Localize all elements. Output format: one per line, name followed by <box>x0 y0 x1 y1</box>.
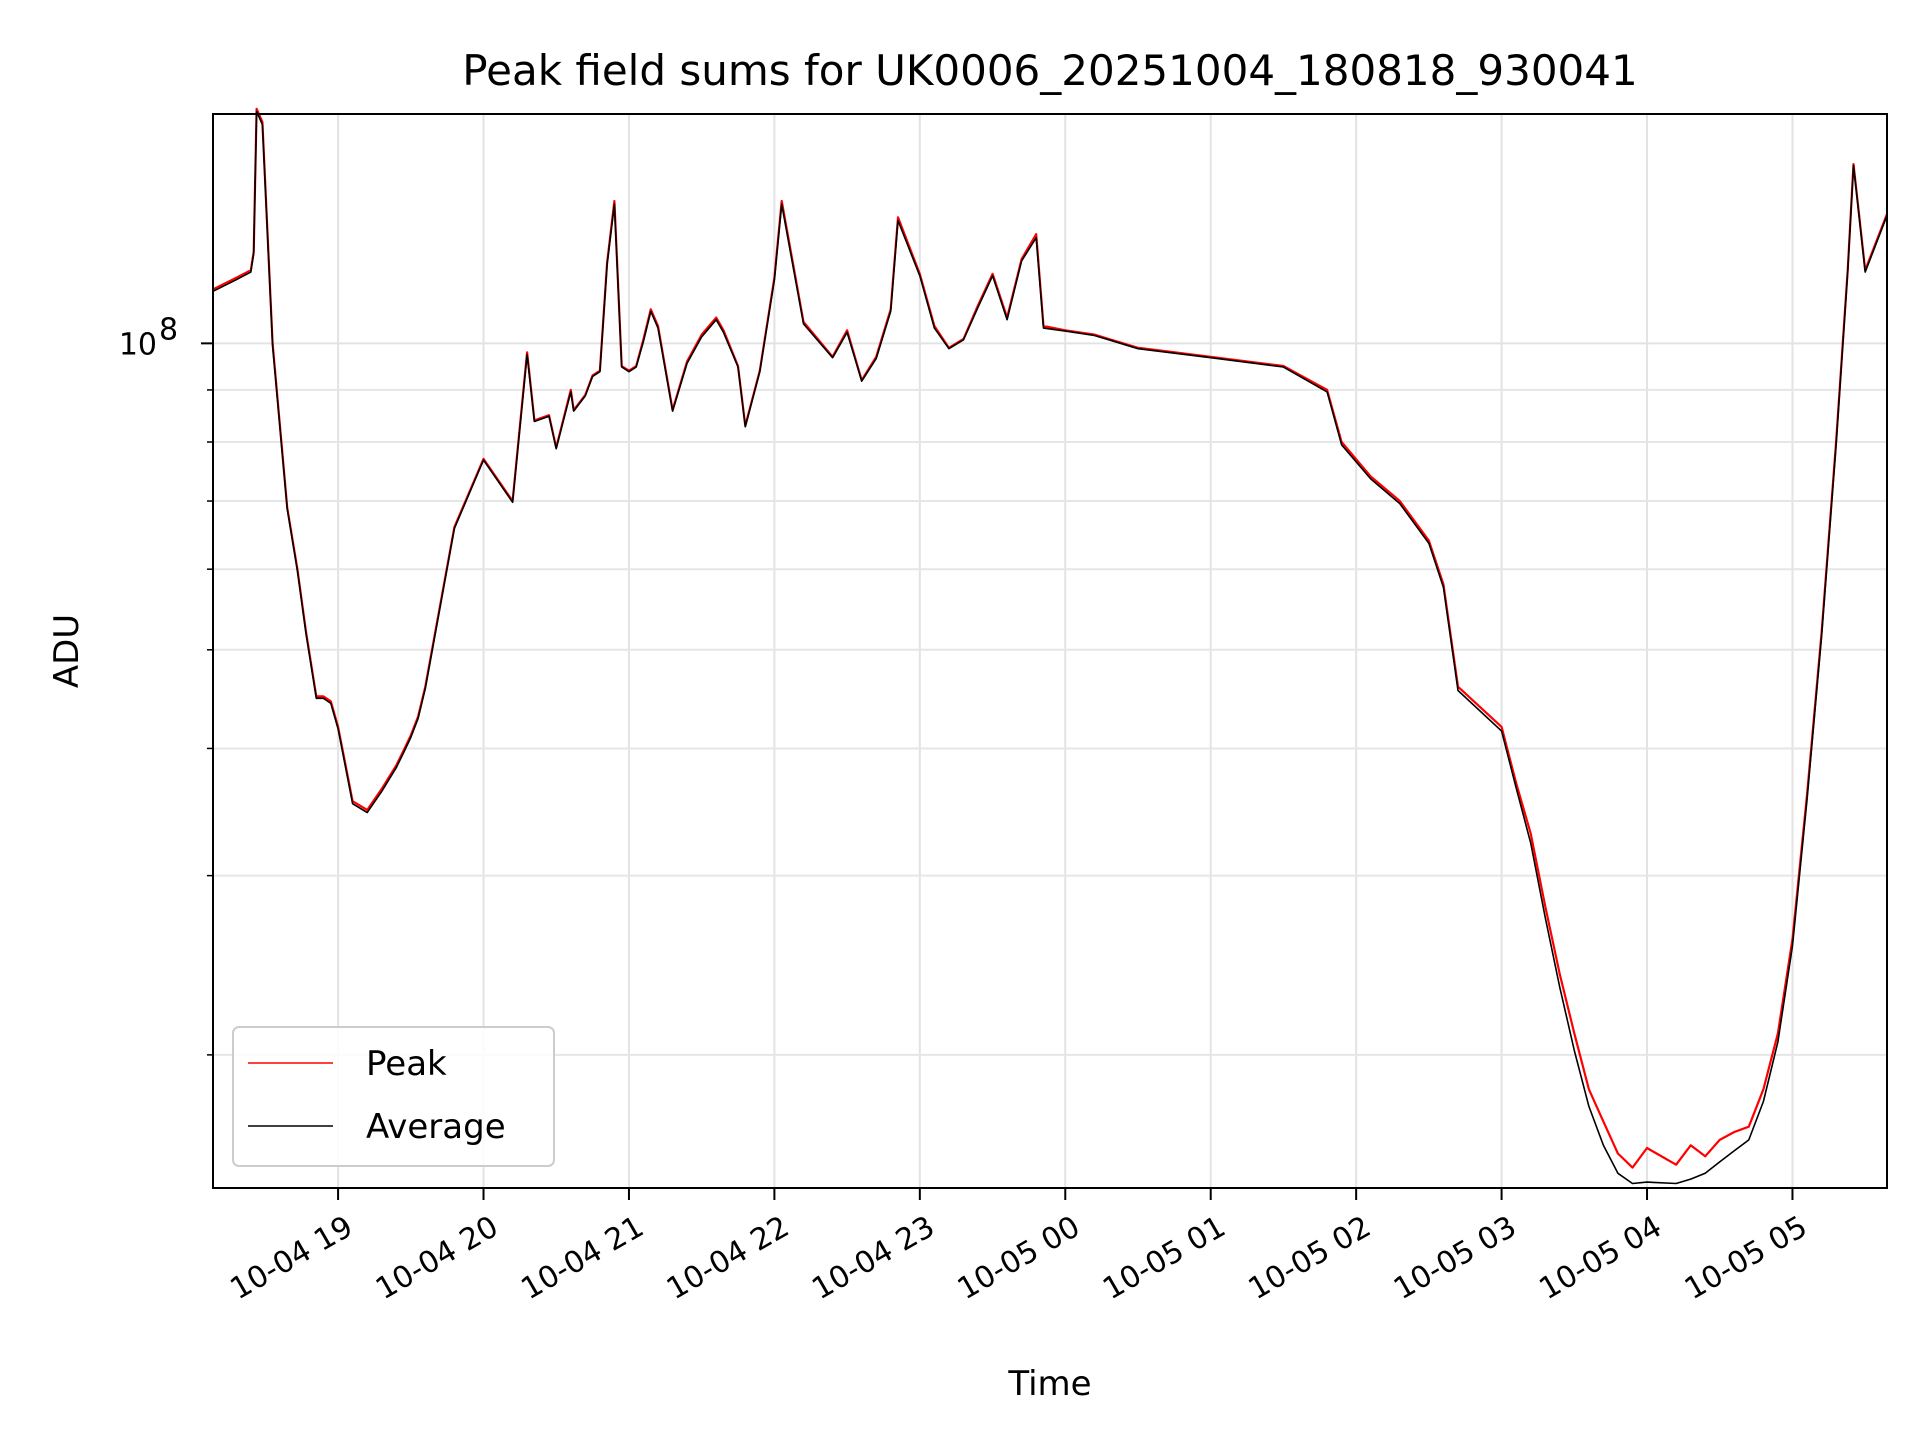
legend-label-average: Average <box>366 1107 506 1147</box>
y-tick-label-base: 10 <box>119 327 157 362</box>
x-axis-label: Time <box>1007 1364 1091 1404</box>
plot-area-frame <box>212 113 1888 1189</box>
y-tick-label-exponent: 8 <box>159 312 178 347</box>
legend-label-peak: Peak <box>366 1044 447 1084</box>
chart-title: Peak field sums for UK0006_20251004_1808… <box>462 46 1637 95</box>
series-line-average <box>212 110 1888 1185</box>
legend: Peak Average <box>232 1026 555 1167</box>
series-line-peak <box>212 107 1889 1169</box>
grid <box>213 114 1887 1188</box>
y-axis-ticks: 10 8 <box>119 312 213 1056</box>
series-layer <box>212 107 1889 1185</box>
legend-box <box>232 1026 555 1167</box>
y-axis-label: ADU <box>47 614 87 688</box>
